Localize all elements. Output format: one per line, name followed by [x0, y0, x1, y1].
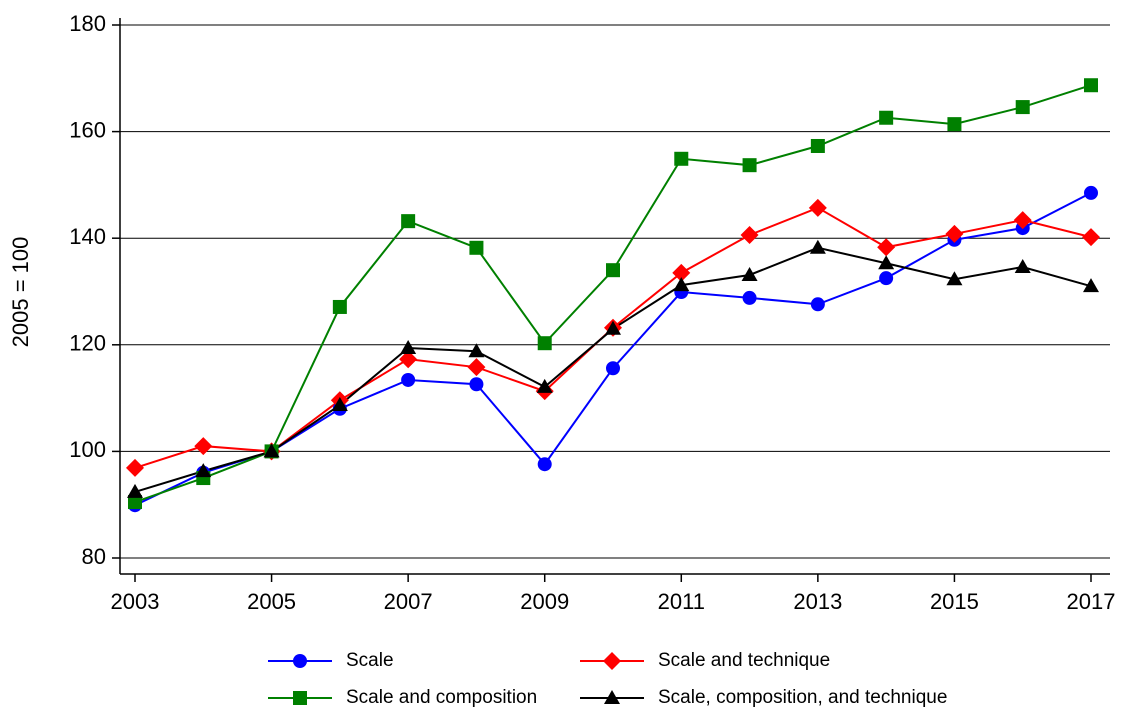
series-line — [134, 84, 1092, 503]
data-point — [742, 290, 757, 305]
y-axis-label: 2005 = 100 — [8, 237, 33, 348]
data-point — [399, 350, 418, 369]
data-point — [469, 377, 484, 392]
data-point — [537, 336, 552, 351]
data-point — [605, 320, 621, 335]
data-point — [537, 457, 552, 472]
data-point — [945, 224, 964, 243]
data-point — [879, 271, 894, 286]
data-point — [810, 138, 825, 153]
x-tick-label: 2003 — [111, 589, 160, 614]
x-tick-label: 2009 — [520, 589, 569, 614]
data-point — [742, 158, 757, 173]
data-point — [332, 299, 347, 314]
data-point — [1015, 100, 1030, 115]
data-point — [877, 238, 896, 257]
legend-label: Scale — [346, 650, 394, 671]
legend-label: Scale and composition — [346, 687, 537, 708]
data-point — [536, 378, 553, 393]
data-point — [809, 239, 826, 254]
data-point — [400, 339, 417, 354]
data-point — [469, 240, 484, 255]
data-point — [126, 458, 144, 477]
data-point — [672, 263, 691, 282]
data-point — [127, 483, 143, 498]
x-tick-label: 2011 — [658, 589, 705, 614]
data-point — [401, 214, 416, 229]
y-tick-label: 120 — [69, 331, 106, 356]
y-tick-label: 140 — [69, 224, 106, 249]
x-tick-label: 2007 — [384, 589, 433, 614]
data-point — [606, 361, 620, 376]
legend-label: Scale, composition, and technique — [658, 687, 947, 708]
data-point — [741, 266, 758, 281]
data-point — [194, 437, 213, 456]
data-point — [879, 110, 894, 125]
x-tick-label: 2013 — [793, 589, 842, 614]
legend-marker — [293, 654, 307, 668]
y-tick-label: 100 — [69, 437, 106, 462]
data-point — [128, 495, 142, 510]
data-point — [1084, 78, 1098, 93]
data-point — [1013, 211, 1032, 230]
y-tick-label: 80 — [82, 544, 106, 569]
data-point — [740, 226, 759, 245]
data-point — [401, 372, 416, 387]
legend-marker — [293, 691, 307, 705]
y-tick-label: 180 — [69, 11, 106, 36]
legend-label: Scale and technique — [658, 650, 830, 671]
data-point — [467, 358, 486, 377]
data-point — [1083, 278, 1099, 293]
data-point — [947, 117, 962, 132]
data-point — [195, 463, 212, 478]
data-point — [674, 151, 689, 166]
data-point — [808, 198, 827, 217]
data-point — [1082, 228, 1100, 247]
data-point — [1014, 258, 1031, 273]
data-point — [331, 397, 348, 412]
y-tick-label: 160 — [69, 117, 106, 142]
legend-marker — [603, 652, 621, 670]
data-point — [606, 263, 620, 278]
x-tick-label: 2017 — [1067, 589, 1116, 614]
data-point — [263, 443, 280, 458]
data-point — [810, 297, 825, 312]
legend-marker — [604, 690, 620, 704]
data-point — [468, 343, 485, 358]
data-point — [946, 271, 963, 286]
data-point — [878, 255, 895, 270]
data-point — [673, 277, 690, 292]
x-tick-label: 2005 — [247, 589, 296, 614]
series-line — [134, 206, 1092, 469]
x-tick-label: 2015 — [930, 589, 979, 614]
data-point — [1084, 185, 1098, 200]
